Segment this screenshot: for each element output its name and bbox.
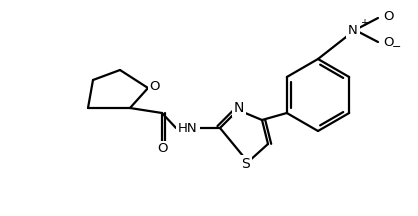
- Text: N: N: [348, 24, 358, 37]
- Text: O: O: [383, 11, 393, 24]
- Text: HN: HN: [178, 121, 198, 135]
- Text: O: O: [157, 143, 167, 156]
- Text: N: N: [234, 101, 244, 115]
- Text: O: O: [150, 81, 160, 94]
- Text: +: +: [360, 18, 368, 28]
- Text: S: S: [242, 157, 250, 171]
- Text: −: −: [392, 42, 401, 52]
- Text: O: O: [383, 37, 393, 49]
